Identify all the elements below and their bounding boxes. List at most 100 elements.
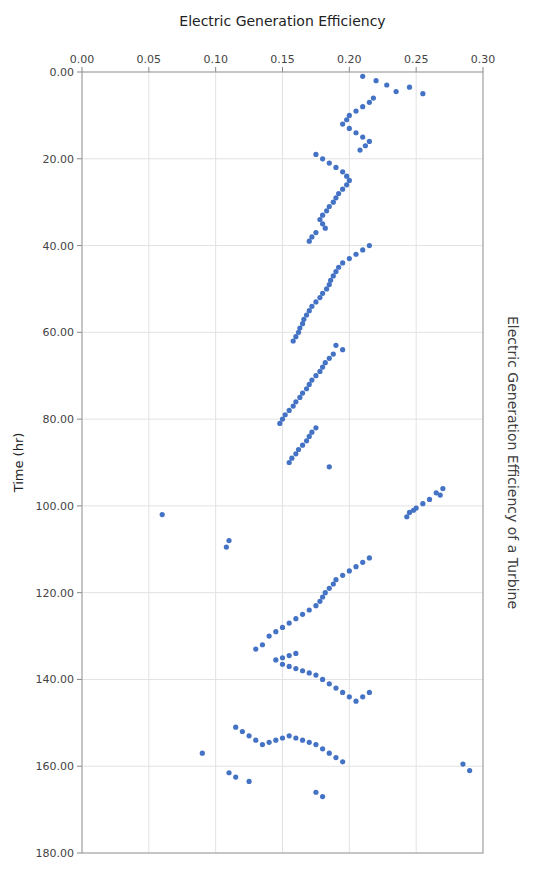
point [340, 347, 345, 352]
grid-line-y [82, 332, 483, 333]
tick-label-y: 60.00 [43, 326, 75, 339]
point [333, 686, 338, 691]
tick-label-y: 120.00 [36, 587, 75, 600]
point [340, 690, 345, 695]
point [313, 790, 318, 795]
grid-line-x [349, 72, 350, 853]
point [340, 260, 345, 265]
point [323, 226, 328, 231]
tick-x [82, 67, 83, 72]
point [327, 161, 332, 166]
point [384, 82, 389, 87]
point [309, 377, 314, 382]
point [273, 629, 278, 634]
point [313, 230, 318, 235]
point [373, 78, 378, 83]
point [347, 694, 352, 699]
point [293, 651, 298, 656]
points [160, 74, 473, 799]
tick-label-x: 0.15 [270, 53, 295, 66]
point [293, 334, 298, 339]
point [340, 169, 345, 174]
point [347, 126, 352, 131]
point [327, 282, 332, 287]
tick-label-y: 140.00 [36, 673, 75, 686]
tick-label-x: 0.30 [471, 53, 496, 66]
point [273, 738, 278, 743]
point [280, 655, 285, 660]
point [327, 356, 332, 361]
point [336, 265, 341, 270]
point [333, 755, 338, 760]
point [347, 113, 352, 118]
point [460, 761, 465, 766]
point [360, 74, 365, 79]
tick-label-y: 80.00 [43, 413, 75, 426]
point [313, 152, 318, 157]
tick-y [77, 72, 82, 73]
point [344, 174, 349, 179]
point [327, 464, 332, 469]
point [467, 768, 472, 773]
point [340, 187, 345, 192]
point [280, 662, 285, 667]
point [420, 501, 425, 506]
point [293, 616, 298, 621]
point [353, 108, 358, 113]
point [317, 369, 322, 374]
point [320, 794, 325, 799]
point [367, 243, 372, 248]
grid-line-x [148, 72, 149, 853]
point [287, 408, 292, 413]
point [240, 729, 245, 734]
point [331, 581, 336, 586]
tick-y [77, 766, 82, 767]
point [224, 545, 229, 550]
point [246, 779, 251, 784]
point [320, 221, 325, 226]
tick-label-x: 0.25 [404, 53, 429, 66]
tick-label-x: 0.00 [70, 53, 95, 66]
point [360, 134, 365, 139]
point [253, 646, 258, 651]
grid-line-y [82, 592, 483, 593]
point [300, 612, 305, 617]
point [340, 759, 345, 764]
point [226, 538, 231, 543]
point [327, 586, 332, 591]
point [300, 443, 305, 448]
point [280, 735, 285, 740]
point [331, 351, 336, 356]
point [300, 668, 305, 673]
tick-y [77, 853, 82, 854]
point [309, 430, 314, 435]
point [283, 412, 288, 417]
point [307, 434, 312, 439]
point [226, 770, 231, 775]
tick-x [282, 67, 283, 72]
point [300, 321, 305, 326]
tick-label-y: 0.00 [50, 66, 75, 79]
tick-y [77, 332, 82, 333]
point [317, 217, 322, 222]
point [331, 200, 336, 205]
point [313, 373, 318, 378]
point [320, 156, 325, 161]
point [307, 740, 312, 745]
point [357, 148, 362, 153]
point [280, 625, 285, 630]
tick-label-y: 100.00 [36, 500, 75, 513]
point [347, 568, 352, 573]
point [324, 286, 329, 291]
tick-label-y: 180.00 [36, 847, 75, 860]
point [394, 89, 399, 94]
point [367, 690, 372, 695]
tick-y [77, 419, 82, 420]
point [297, 395, 302, 400]
point [440, 486, 445, 491]
tick-y [77, 245, 82, 246]
point [323, 360, 328, 365]
side-label: Electric Generation Efficiency of a Turb… [505, 316, 521, 609]
point [407, 85, 412, 90]
tick-label-y: 20.00 [43, 153, 75, 166]
